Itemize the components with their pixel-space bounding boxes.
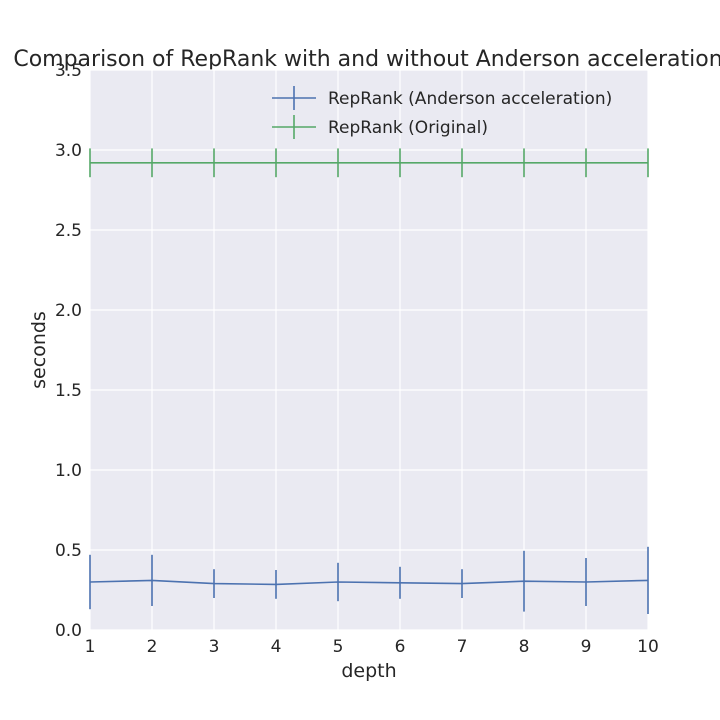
x-tick-label: 2	[147, 637, 158, 657]
series-line	[89, 579, 649, 586]
y-tick-label: 1.5	[55, 381, 82, 401]
x-tick-label: 4	[271, 637, 282, 657]
y-tick-label: 3.0	[55, 141, 82, 161]
y-tick-label: 2.0	[55, 301, 82, 321]
legend-label: RepRank (Anderson acceleration)	[328, 89, 612, 109]
y-axis-ticks: 0.0 0.5 1.0 1.5 2.0 2.5 3.0 3.5	[55, 61, 82, 641]
series-2	[89, 148, 649, 178]
x-tick-label: 3	[209, 637, 220, 657]
y-axis-label: seconds	[28, 311, 50, 389]
y-tick-label: 1.0	[55, 461, 82, 481]
x-tick-label: 10	[637, 637, 659, 657]
x-axis-ticks: 1 2 3 4 5 6 7 8 9 10	[85, 637, 659, 657]
x-axis-label: depth	[341, 660, 396, 682]
y-tick-label: 3.5	[55, 61, 82, 81]
y-tick-label: 2.5	[55, 221, 82, 241]
y-tick-label: 0.0	[55, 621, 82, 641]
x-tick-label: 8	[519, 637, 530, 657]
x-tick-label: 7	[457, 637, 468, 657]
legend-item: RepRank (Anderson acceleration)	[272, 86, 612, 110]
series-1	[89, 546, 649, 614]
legend-item: RepRank (Original)	[272, 115, 488, 139]
x-tick-label: 6	[395, 637, 406, 657]
y-tick-label: 0.5	[55, 541, 82, 561]
x-tick-label: 1	[85, 637, 96, 657]
x-tick-label: 9	[581, 637, 592, 657]
series-layer	[89, 148, 649, 614]
legend-label: RepRank (Original)	[328, 118, 488, 138]
chart-title: Comparison of RepRank with and without A…	[13, 47, 720, 72]
x-tick-label: 5	[333, 637, 344, 657]
plot-area	[90, 70, 648, 630]
legend: RepRank (Anderson acceleration) RepRank (…	[272, 86, 612, 139]
